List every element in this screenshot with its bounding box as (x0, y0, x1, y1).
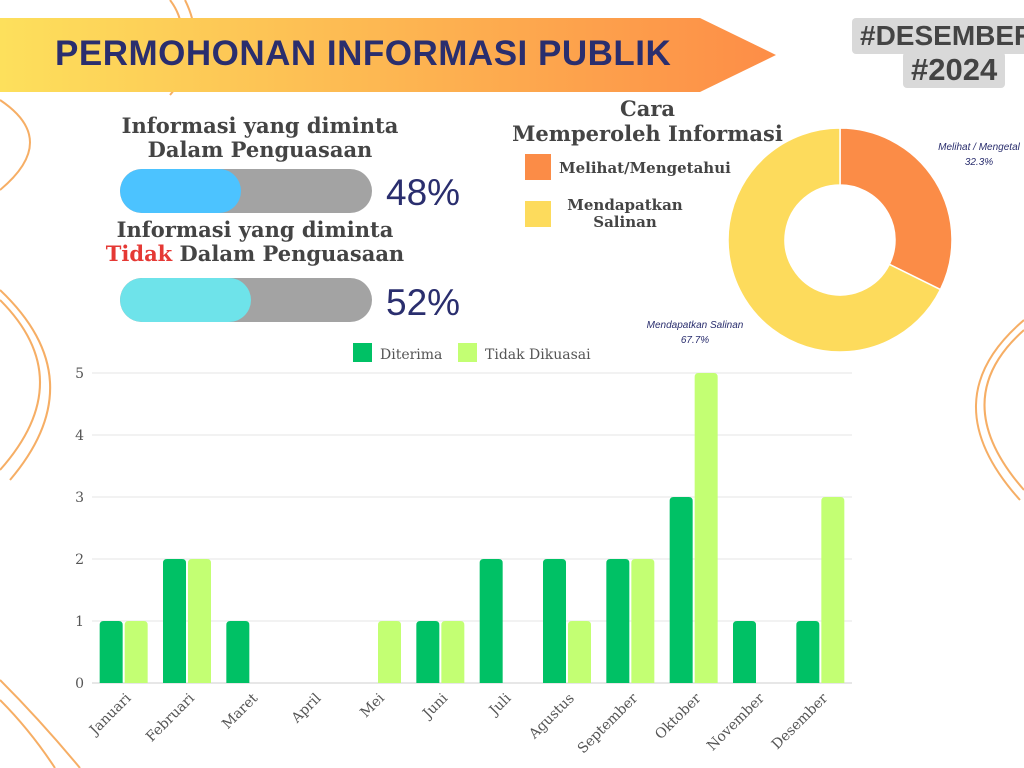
bar-chart: Diterima Tidak Dikuasai 0 1 2 3 4 5 Januari Febru… (75, 343, 852, 757)
y-tick-label: 5 (75, 366, 84, 382)
progress2-red-word: Tidak (105, 241, 173, 266)
bar-tidak-dikuasai-desember (821, 497, 845, 683)
progress1-fill (120, 169, 241, 213)
chart-legend: Diterima Tidak Dikuasai (353, 343, 591, 363)
x-tick-label: Juli (485, 690, 515, 720)
bar-diterima-maret (226, 621, 250, 683)
y-tick-label: 1 (75, 614, 84, 630)
bar-diterima-oktober (669, 497, 693, 683)
donut-title: Cara Memperoleh Informasi (510, 96, 785, 146)
progress1-line1: Informasi yang diminta (121, 113, 399, 138)
progress2-heading: Informasi yang diminta Tidak Dalam Pengu… (95, 218, 415, 266)
x-tick-label: Agustus (525, 691, 577, 743)
progress2-fill (120, 278, 252, 322)
legend-swatch-tidak-dikuasai (458, 343, 477, 362)
x-tick-label: Juni (419, 690, 452, 723)
y-tick-label: 4 (75, 428, 84, 444)
legend-label-diterima: Diterima (380, 347, 442, 363)
x-tick-label: Oktober (652, 690, 705, 743)
month-tag: #DESEMBER (852, 18, 1024, 54)
bar-tidak-dikuasai-mei (378, 621, 401, 683)
x-tick-label: November (704, 690, 768, 754)
bar-diterima-januari (99, 621, 123, 683)
donut-label-salinan-name: Mendapatkan Salinan (646, 320, 744, 331)
progress2-line1: Informasi yang diminta (116, 217, 394, 242)
donut-chart (727, 127, 953, 353)
bar-diterima-desember (796, 621, 820, 683)
bar-diterima-november (733, 621, 756, 683)
progress2-percent: 52% (386, 282, 461, 323)
x-tick-label: Januari (85, 690, 135, 740)
donut-title-line2: Memperoleh Informasi (512, 121, 783, 146)
bar-tidak-dikuasai-oktober (694, 373, 718, 683)
donut-label-melihat: Melihat / Mengetal 32.3% (924, 140, 1024, 170)
legend-label-salinan: Mendapatkan Salinan (567, 196, 683, 231)
progress1-track (120, 169, 372, 213)
bar-tidak-dikuasai-agustus (568, 621, 591, 683)
y-tick-label: 2 (75, 552, 84, 568)
donut-label-salinan: Mendapatkan Salinan 67.7% (630, 318, 760, 348)
bar-diterima-juli (479, 559, 503, 683)
bar-tidak-dikuasai-juni (441, 621, 465, 683)
x-tick-label: Mei (357, 690, 388, 721)
page-title: PERMOHONAN INFORMASI PUBLIK (55, 34, 672, 73)
donut-title-line1: Cara (620, 96, 675, 121)
legend-swatch-diterima (353, 343, 372, 362)
x-tick-label: Februari (143, 690, 198, 745)
bar-tidak-dikuasai-januari (124, 621, 148, 683)
legend-label-melihat: Melihat/Mengetahui (559, 159, 731, 177)
y-tick-label: 3 (75, 490, 84, 506)
bar-diterima-februari (163, 559, 186, 683)
bar-tidak-dikuasai-september (631, 559, 655, 683)
legend-label-tidak-dikuasai: Tidak Dikuasai (485, 347, 591, 363)
donut-label-salinan-pct: 67.7% (680, 335, 710, 346)
donut-label-melihat-pct: 32.3% (964, 157, 994, 168)
bar-tidak-dikuasai-februari (188, 559, 211, 683)
x-tick-label: April (288, 690, 325, 727)
bar-diterima-agustus (543, 559, 566, 683)
donut-label-melihat-name: Melihat / Mengetal (938, 142, 1020, 153)
title-banner (0, 18, 776, 92)
bar-diterima-september (606, 559, 630, 683)
legend-swatch-melihat (525, 154, 551, 180)
progress2-track (120, 278, 372, 322)
donut-slice-melihat (839, 127, 953, 291)
x-tick-label: Maret (219, 690, 261, 732)
donut-slice-salinan (727, 127, 942, 353)
progress1-percent: 48% (386, 172, 461, 213)
x-tick-label: Desember (769, 690, 832, 753)
progress1-line2: Dalam Penguasaan (147, 137, 373, 162)
progress2-line2: Dalam Penguasaan (172, 241, 405, 266)
year-tag: #2024 (903, 52, 1006, 88)
legend-swatch-salinan (525, 201, 551, 227)
bar-diterima-juni (416, 621, 440, 683)
progress1-heading: Informasi yang diminta Dalam Penguasaan (110, 114, 410, 162)
y-tick-label: 0 (75, 676, 84, 692)
x-tick-label: September (575, 690, 642, 757)
